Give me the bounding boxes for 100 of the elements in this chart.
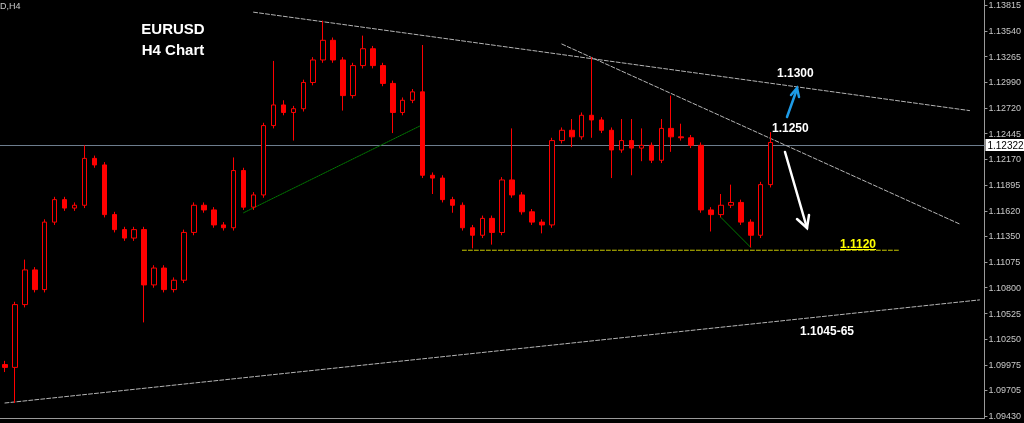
candlestick: [370, 45, 376, 69]
candlestick: [748, 218, 754, 248]
candlestick: [569, 118, 575, 148]
candlestick: [768, 131, 773, 188]
candlestick: [708, 206, 714, 232]
candlestick: [122, 226, 127, 242]
candlestick: [440, 174, 445, 203]
annotation: 1.1120: [840, 237, 877, 252]
candlestick: [62, 196, 67, 212]
annotation: 1.1300: [777, 66, 814, 80]
candlestick: [72, 201, 77, 212]
candlestick: [619, 118, 624, 154]
y-tick-label: 1.10800: [988, 282, 1022, 293]
candlestick: [758, 181, 763, 239]
y-tick-label: 1.13815: [988, 0, 1022, 11]
candlestick: [211, 206, 217, 229]
candlestick: [430, 171, 435, 195]
candlestick: [201, 201, 207, 214]
y-tick-label: 1.11350: [988, 231, 1021, 242]
candlestick: [42, 218, 47, 293]
candlestick: [539, 218, 545, 234]
candlestick: [112, 211, 117, 233]
candlestick: [12, 301, 18, 404]
candlestick: [489, 215, 495, 246]
candlestick: [141, 226, 147, 323]
y-tick-label: 1.09975: [988, 360, 1022, 371]
y-tick-label: 1.11895: [988, 180, 1021, 191]
candlestick: [420, 44, 425, 179]
y-tick-label: 1.12445: [988, 128, 1022, 139]
candlestick: [668, 95, 674, 153]
text: EURUSD: [141, 20, 205, 37]
candlestick: [131, 226, 137, 242]
candlestick: [320, 20, 326, 64]
candlestick: [102, 161, 107, 218]
candlestick: [738, 199, 744, 226]
candlestick: [718, 193, 724, 218]
candlestick: [639, 127, 644, 162]
candlestick: [2, 360, 8, 373]
candlestick: [499, 176, 505, 236]
y-tick-label: 1.12990: [988, 77, 1022, 88]
ref-line-label: 1.12322: [987, 139, 1024, 151]
candlestick: [698, 141, 704, 214]
candlestick: [659, 118, 664, 164]
candlestick: [529, 208, 535, 226]
candlestick: [271, 60, 276, 129]
candlestick: [410, 88, 415, 104]
candlestick: [390, 80, 396, 134]
annotation: 1.1045-65: [800, 324, 855, 338]
y-tick-label: 1.12720: [988, 102, 1022, 113]
candlestick: [340, 56, 346, 112]
candlestick: [261, 122, 266, 199]
y-tick-label: 1.10525: [988, 308, 1022, 319]
candlestick: [509, 127, 515, 199]
candlestick: [400, 96, 405, 116]
candlestick: [728, 184, 734, 209]
candlestick: [470, 224, 475, 249]
y-tick-label: 1.11075: [988, 256, 1021, 267]
candlestick: [281, 99, 286, 116]
y-tick-label: 1.09705: [988, 385, 1022, 396]
y-tick-label: 1.13265: [988, 51, 1022, 62]
candlestick: [310, 56, 316, 86]
candlestick: [161, 264, 167, 293]
candlestick: [171, 276, 177, 293]
candlestick: [241, 167, 246, 211]
candlestick: [380, 62, 386, 87]
candlestick: [151, 264, 157, 289]
candlestick: [678, 123, 684, 142]
candlestick: [181, 229, 187, 284]
candlestick: [450, 196, 455, 214]
candlestick: [291, 105, 296, 142]
candlestick: [629, 118, 634, 176]
candlestick: [649, 141, 654, 164]
candlestick: [301, 79, 306, 113]
candlestick: [360, 35, 366, 69]
candlestick: [82, 144, 87, 209]
y-tick-label: 1.09430: [988, 411, 1022, 422]
candlestick: [32, 266, 38, 293]
annotation: 1.1250: [772, 121, 809, 135]
candlestick: [599, 116, 604, 134]
candlestick: [350, 62, 356, 99]
candlestick: [22, 259, 28, 308]
candlestick: [609, 126, 614, 179]
candlestick: [460, 201, 465, 232]
candlestick: [191, 201, 197, 236]
y-tick-label: 1.12170: [988, 154, 1022, 165]
annotation: D,H4: [0, 1, 21, 11]
candlestick: [330, 36, 336, 64]
text: H4 Chart: [141, 41, 205, 58]
candlestick: [519, 191, 525, 216]
candlestick: [559, 126, 565, 144]
candlestick: [221, 221, 226, 232]
candlestick: [549, 137, 555, 229]
candlestick: [52, 196, 57, 226]
candlestick: [251, 191, 256, 211]
candlestick: [231, 156, 236, 232]
y-tick-label: 1.11620: [988, 205, 1021, 216]
y-tick-label: 1.10250: [988, 334, 1022, 345]
candlestick: [480, 215, 485, 239]
candlestick: [589, 56, 594, 139]
y-tick-label: 1.13540: [988, 25, 1022, 36]
